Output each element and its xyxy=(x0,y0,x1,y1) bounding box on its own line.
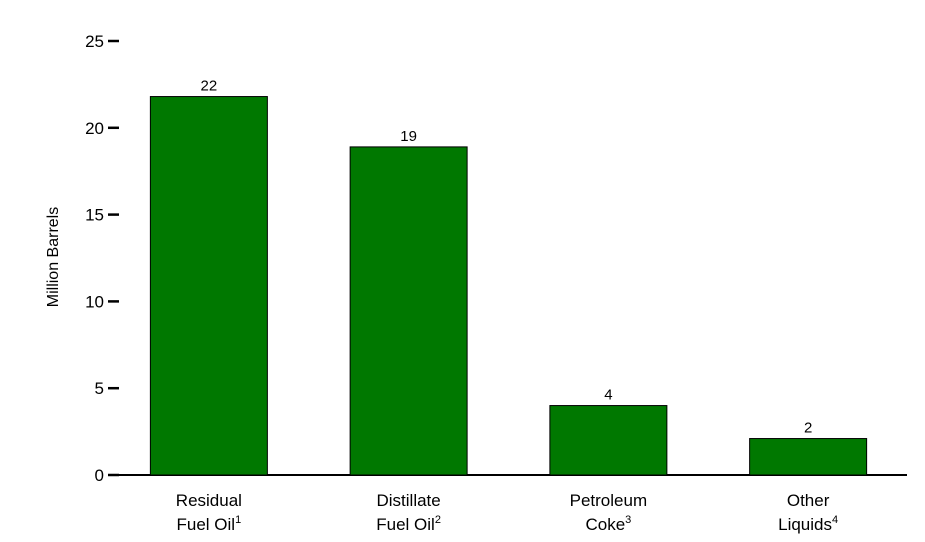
category-label: Fuel Oil1 xyxy=(177,514,242,534)
bars xyxy=(149,96,868,476)
data-label: 4 xyxy=(604,387,612,404)
data-label: 2 xyxy=(804,420,812,437)
y-tick-label: 5 xyxy=(95,379,104,398)
y-tick-label: 25 xyxy=(85,32,104,51)
bar xyxy=(149,96,268,476)
category-label: Coke3 xyxy=(585,514,631,534)
y-tick-label: 0 xyxy=(95,466,104,485)
bar xyxy=(549,405,668,476)
category-label: Petroleum xyxy=(570,491,647,510)
bar xyxy=(749,438,868,476)
y-axis-label: Million Barrels xyxy=(45,207,62,307)
data-label: 19 xyxy=(400,128,417,145)
category-label: Other xyxy=(787,491,830,510)
labels: 22 Residual Fuel Oil1 19 Distillate Fuel Oil2… xyxy=(176,78,838,534)
y-tick-label: 20 xyxy=(85,119,104,138)
data-label: 22 xyxy=(201,78,218,95)
y-tick-label: 15 xyxy=(85,206,104,225)
category-label: Residual xyxy=(176,491,242,510)
category-label: Liquids4 xyxy=(778,514,838,534)
y-tick-label: 10 xyxy=(85,292,104,311)
category-label: Distillate xyxy=(377,491,441,510)
bar xyxy=(349,146,468,476)
category-label: Fuel Oil2 xyxy=(376,514,441,534)
